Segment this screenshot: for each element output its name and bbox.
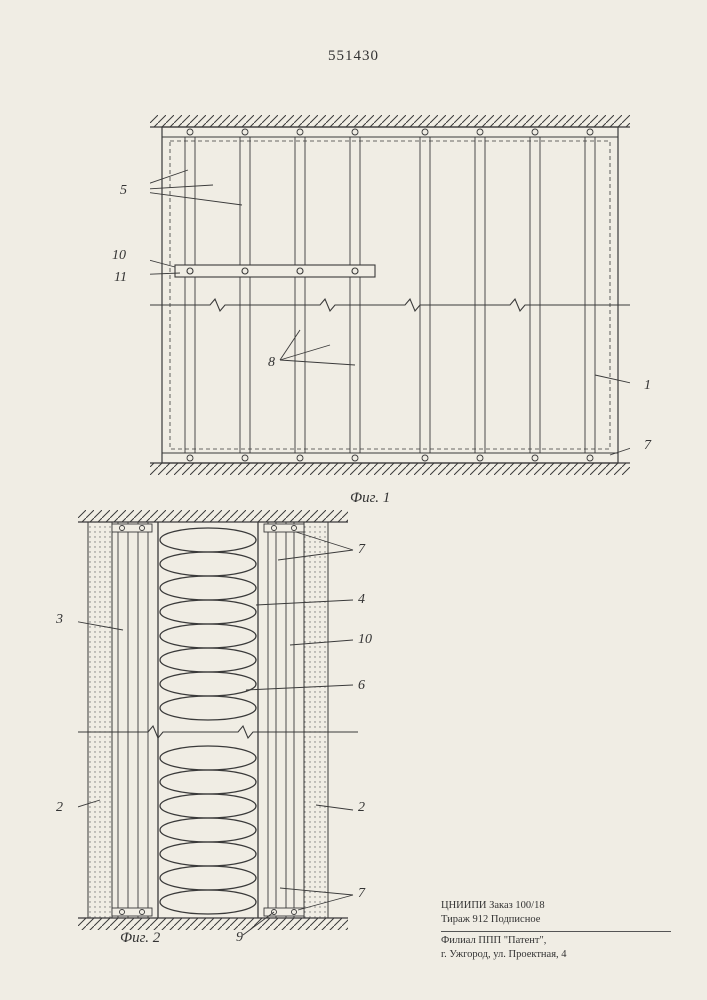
label-5: 5 <box>120 183 127 199</box>
label-7: 7 <box>644 438 651 454</box>
label-9: 9 <box>236 930 243 946</box>
patent-page: 551430 <box>0 0 707 1000</box>
footer-line2: Тираж 912 Подписное <box>441 913 671 927</box>
label-1: 1 <box>644 378 651 394</box>
patent-number: 551430 <box>328 48 379 65</box>
label-6: 6 <box>358 678 365 694</box>
label-10-r: 10 <box>358 632 372 648</box>
fig2-caption: Фиг. 2 <box>120 930 160 947</box>
label-2-left: 2 <box>56 800 63 816</box>
label-2-right: 2 <box>358 800 365 816</box>
footer-rule <box>441 931 671 932</box>
fig1-caption: Фиг. 1 <box>350 490 390 507</box>
footer-colophon: ЦНИИПИ Заказ 100/18 Тираж 912 Подписное … <box>441 899 671 962</box>
figure-2 <box>78 510 378 940</box>
footer-line3: Филиал ППП "Патент", <box>441 934 671 948</box>
label-4: 4 <box>358 592 365 608</box>
label-10: 10 <box>112 248 126 264</box>
label-7-bottom: 7 <box>358 886 365 902</box>
label-7-top: 7 <box>358 542 365 558</box>
footer-line1: ЦНИИПИ Заказ 100/18 <box>441 899 671 913</box>
footer-line4: г. Ужгород, ул. Проектная, 4 <box>441 948 671 962</box>
label-3: 3 <box>56 612 63 628</box>
label-11: 11 <box>114 270 127 286</box>
figure-1 <box>150 115 630 485</box>
label-8: 8 <box>268 355 275 371</box>
